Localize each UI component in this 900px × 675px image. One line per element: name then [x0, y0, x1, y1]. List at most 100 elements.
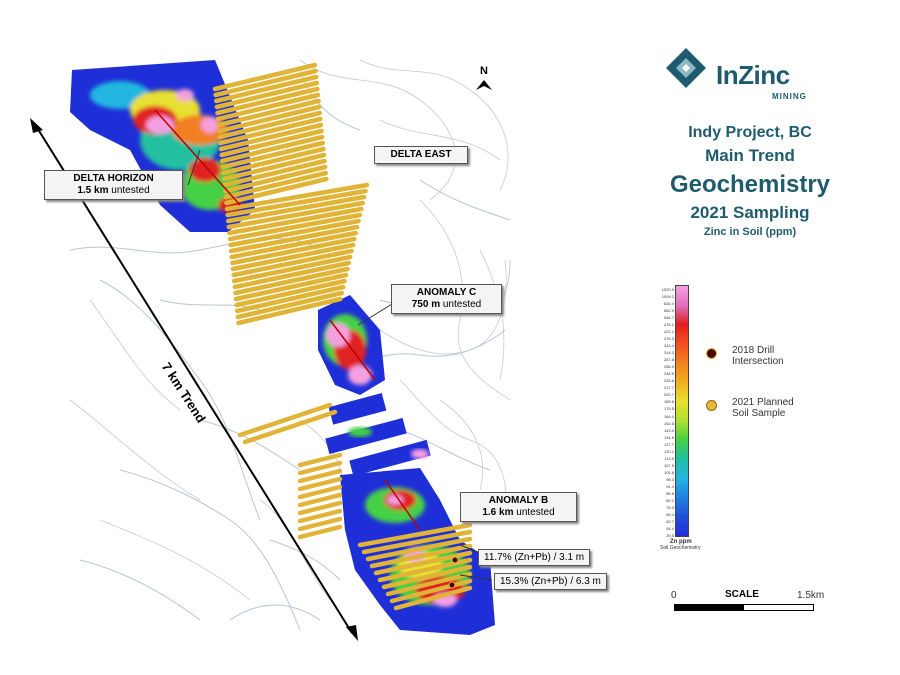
soil-sample-line [297, 468, 343, 484]
soil-sample-line [297, 460, 343, 476]
legend-tick-label: 1520.0 [661, 287, 674, 292]
scale-bar [674, 604, 814, 611]
callout-anomaly-c: ANOMALY C 750 m untested [391, 284, 502, 314]
soil-sample-legend-icon [706, 400, 717, 411]
soil-sample-line [385, 571, 473, 597]
soil-sample-line [297, 524, 343, 540]
soil-sample-line [233, 272, 349, 302]
soil-sample-line [297, 500, 343, 516]
legend-unit-sub: Soil Geochemistry [660, 545, 701, 551]
logo-wordmark: InZinc [716, 60, 790, 90]
soil-sample-line [224, 176, 329, 206]
legend-tick-label: 120.1 [663, 448, 674, 454]
soil-sample-line [213, 74, 319, 104]
legend-tick-label: 826.0 [663, 301, 674, 307]
legend-tick-label: 248.5 [663, 371, 674, 377]
legend-tick-label: 62.7 [666, 518, 674, 524]
soil-sample-line [228, 224, 360, 254]
soil-sample-line [365, 536, 473, 562]
drill-intersection-legend-icon [706, 348, 717, 359]
soil-sample-line [227, 206, 364, 236]
title-element: Zinc in Soil (ppm) [703, 226, 797, 238]
legend-tick-label: 314.3 [663, 350, 674, 356]
legend-soil-label: 2021 Planned Soil Sample [732, 397, 794, 419]
soil-sample-line [297, 452, 343, 468]
legend-tick-label: 69.4 [666, 511, 674, 517]
soil-sample-line [381, 564, 473, 590]
soil-sample-line [215, 86, 320, 116]
legend-unit: Zn ppm [670, 539, 692, 545]
legend-tick-label: 54.4 [666, 525, 674, 531]
legend-tick-label: 682.9 [663, 308, 674, 314]
logo-subtitle: MINING [772, 92, 807, 101]
soil-sample-line [225, 188, 368, 218]
zinc-color-ramp [675, 285, 689, 537]
soil-sample-line [213, 68, 318, 98]
soil-sample-line [236, 296, 343, 326]
north-label: N [480, 65, 488, 77]
soil-sample-line [393, 585, 473, 611]
legend-tick-label: 127.7 [663, 441, 674, 447]
soil-sample-line [218, 122, 324, 152]
legend-tick-label: 107.5 [663, 462, 674, 468]
callout-delta-east: DELTA EAST [374, 146, 468, 164]
scale-start: 0 [671, 590, 677, 601]
soil-sample-line [226, 200, 366, 230]
soil-sample-line [216, 98, 321, 128]
soil-sample-line [235, 290, 345, 320]
soil-sample-line [233, 266, 350, 296]
soil-sample-line [357, 522, 473, 548]
drill-intersection-marker [451, 556, 459, 564]
legend-tick-label: 233.6 [663, 378, 674, 384]
soil-sample-line [297, 516, 343, 532]
title-trend: Main Trend [705, 146, 795, 165]
heatmap-middle-strips [325, 393, 431, 477]
soil-sample-line [230, 236, 357, 266]
soil-sample-line [373, 550, 473, 576]
soil-sample-line [229, 230, 359, 260]
soil-sample-line [297, 492, 343, 508]
soil-sample-line [231, 254, 353, 284]
callout-anomaly-b: ANOMALY B 1.6 km untested [460, 492, 577, 522]
legend-tick-label: 96.3 [666, 476, 674, 482]
soil-sample-line [220, 140, 326, 170]
trend-arrow [30, 118, 358, 641]
legend-tick-label: 266.3 [663, 364, 674, 370]
soil-sample-line [369, 543, 473, 569]
legend-tick-label: 164.0 [663, 413, 674, 419]
soil-sample-line [217, 110, 323, 140]
soil-sample-line [230, 242, 356, 272]
soil-sample-line [223, 170, 329, 200]
legend-tick-label: 422.1 [663, 329, 674, 335]
legend-drill-label: 2018 Drill Intersection [732, 345, 784, 367]
soil-sample-line [297, 484, 343, 500]
legend-tick-label: 152.6 [663, 420, 674, 426]
geochemistry-map: 7 km Trend N [30, 59, 511, 641]
soil-sample-line [389, 578, 473, 604]
legend-tick-label: 75.0 [666, 504, 674, 510]
soil-sample-line [219, 128, 324, 158]
soil-sample-line [228, 218, 361, 248]
drill-intersection-marker [448, 581, 456, 589]
title-geochemistry: Geochemistry [669, 171, 831, 198]
soil-sample-line [242, 409, 338, 445]
legend-tick-label: 287.8 [663, 357, 674, 363]
soil-sample-line [237, 402, 333, 438]
soil-sample-line [212, 62, 318, 92]
scale-end: 1.5km [797, 590, 825, 601]
soil-sample-line [231, 248, 354, 278]
soil-sample-line [227, 212, 363, 242]
soil-sample-line [297, 476, 343, 492]
intersection-callout: 15.3% (Zn+Pb) / 6.3 m [494, 573, 607, 590]
planned-soil-sample-lines [212, 62, 473, 611]
soil-sample-line [234, 278, 347, 308]
legend-tick-label: 80.2 [666, 497, 674, 503]
soil-sample-line [222, 164, 328, 194]
soil-sample-line [361, 529, 473, 555]
soil-sample-line [219, 134, 325, 164]
soil-sample-line [221, 152, 327, 182]
soil-sample-line [221, 146, 326, 176]
legend-tick-label: 546.7 [663, 315, 674, 321]
callout-delta-horizon: DELTA HORIZON 1.5 km untested [44, 170, 183, 200]
soil-sample-line [215, 92, 321, 122]
